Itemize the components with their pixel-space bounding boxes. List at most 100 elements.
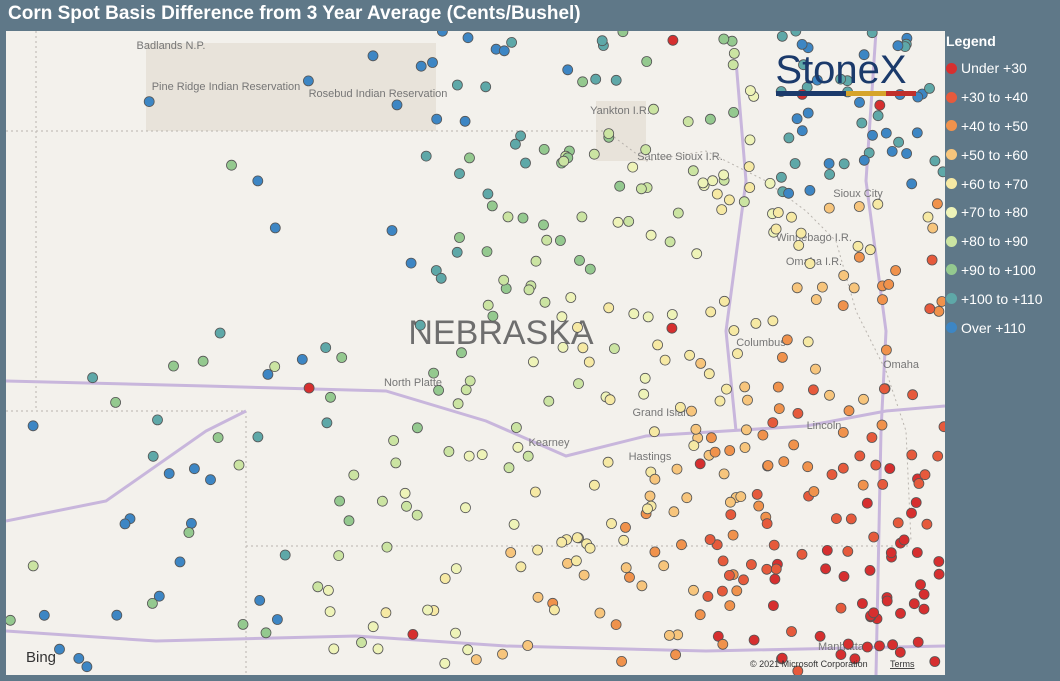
location-dot[interactable] [623, 215, 635, 227]
location-dot[interactable] [528, 356, 539, 368]
location-dot[interactable] [269, 361, 281, 373]
location-dot[interactable] [702, 591, 714, 602]
location-dot[interactable] [603, 302, 615, 314]
location-dot[interactable] [926, 254, 938, 266]
location-dot[interactable] [880, 127, 892, 139]
location-dot[interactable] [724, 445, 736, 456]
legend-item[interactable]: Under +30 [946, 54, 1042, 83]
location-dot[interactable] [690, 423, 702, 435]
location-dot[interactable] [861, 497, 873, 509]
location-dot[interactable] [430, 265, 442, 276]
location-dot[interactable] [906, 507, 917, 519]
location-dot[interactable] [876, 419, 888, 431]
location-dot[interactable] [936, 296, 945, 307]
location-dot[interactable] [279, 549, 291, 561]
location-dot[interactable] [262, 368, 274, 380]
location-dot[interactable] [791, 113, 803, 125]
legend-item[interactable]: +30 to +40 [946, 83, 1042, 112]
location-dot[interactable] [433, 384, 445, 396]
location-dot[interactable] [252, 175, 264, 187]
location-dot[interactable] [854, 251, 865, 263]
location-dot[interactable] [716, 204, 728, 216]
location-dot[interactable] [919, 469, 931, 481]
location-dot[interactable] [386, 225, 398, 236]
location-dot[interactable] [522, 450, 534, 462]
location-dot[interactable] [718, 33, 730, 45]
location-dot[interactable] [73, 653, 85, 664]
location-dot[interactable] [881, 595, 893, 607]
location-dot[interactable] [427, 57, 438, 68]
location-dot[interactable] [254, 595, 266, 606]
location-dot[interactable] [498, 274, 510, 286]
location-dot[interactable] [691, 248, 703, 260]
terms-link[interactable]: Terms [890, 659, 915, 669]
location-dot[interactable] [804, 258, 816, 269]
location-dot[interactable] [320, 342, 332, 354]
location-dot[interactable] [321, 417, 333, 429]
location-dot[interactable] [742, 394, 753, 406]
location-dot[interactable] [796, 548, 808, 560]
location-dot[interactable] [857, 598, 868, 609]
location-dot[interactable] [724, 600, 736, 611]
location-dot[interactable] [470, 654, 482, 665]
location-dot[interactable] [929, 155, 941, 167]
legend-item[interactable]: +100 to +110 [946, 284, 1042, 313]
location-dot[interactable] [168, 360, 179, 372]
location-dot[interactable] [372, 643, 384, 655]
location-dot[interactable] [411, 422, 423, 434]
location-dot[interactable] [482, 299, 494, 311]
location-dot[interactable] [616, 656, 627, 667]
location-dot[interactable] [792, 407, 804, 419]
location-dot[interactable] [821, 545, 833, 556]
location-dot[interactable] [606, 518, 617, 529]
location-dot[interactable] [709, 446, 721, 458]
location-dot[interactable] [802, 461, 814, 473]
location-dot[interactable] [778, 456, 790, 468]
location-dot[interactable] [602, 456, 614, 468]
location-dot[interactable] [538, 219, 549, 231]
legend-item[interactable]: +90 to +100 [946, 256, 1042, 285]
location-dot[interactable] [918, 603, 930, 615]
location-dot[interactable] [584, 542, 596, 554]
location-dot[interactable] [565, 292, 577, 303]
location-dot[interactable] [638, 388, 650, 400]
location-dot[interactable] [411, 509, 423, 521]
location-dot[interactable] [712, 630, 724, 642]
location-dot[interactable] [872, 110, 884, 122]
location-dot[interactable] [773, 403, 785, 415]
location-dot[interactable] [576, 211, 588, 223]
location-dot[interactable] [652, 339, 663, 351]
location-dot[interactable] [614, 180, 626, 192]
location-dot[interactable] [556, 536, 568, 548]
location-dot[interactable] [407, 629, 419, 640]
location-dot[interactable] [862, 641, 873, 653]
location-dot[interactable] [422, 604, 434, 616]
location-dot[interactable] [783, 132, 795, 144]
location-dot[interactable] [503, 462, 515, 474]
location-dot[interactable] [848, 282, 860, 294]
location-dot[interactable] [731, 585, 743, 597]
location-dot[interactable] [577, 342, 589, 354]
location-dot[interactable] [776, 31, 788, 42]
location-dot[interactable] [776, 652, 788, 664]
location-dot[interactable] [688, 584, 699, 596]
legend-item[interactable]: +40 to +50 [946, 112, 1042, 141]
location-dot[interactable] [858, 154, 870, 166]
location-dot[interactable] [54, 643, 65, 655]
location-dot[interactable] [913, 478, 925, 489]
location-dot[interactable] [837, 300, 849, 312]
location-dot[interactable] [212, 432, 224, 444]
location-dot[interactable] [772, 381, 784, 393]
location-dot[interactable] [883, 278, 895, 290]
location-dot[interactable] [658, 560, 670, 572]
location-dot[interactable] [817, 281, 828, 293]
location-dot[interactable] [796, 38, 808, 50]
location-dot[interactable] [898, 534, 910, 546]
location-dot[interactable] [874, 640, 885, 652]
location-dot[interactable] [728, 107, 739, 118]
location-dot[interactable] [854, 450, 866, 462]
location-dot[interactable] [512, 441, 524, 453]
location-dot[interactable] [420, 150, 432, 162]
location-dot[interactable] [853, 201, 865, 212]
location-dot[interactable] [842, 638, 854, 650]
